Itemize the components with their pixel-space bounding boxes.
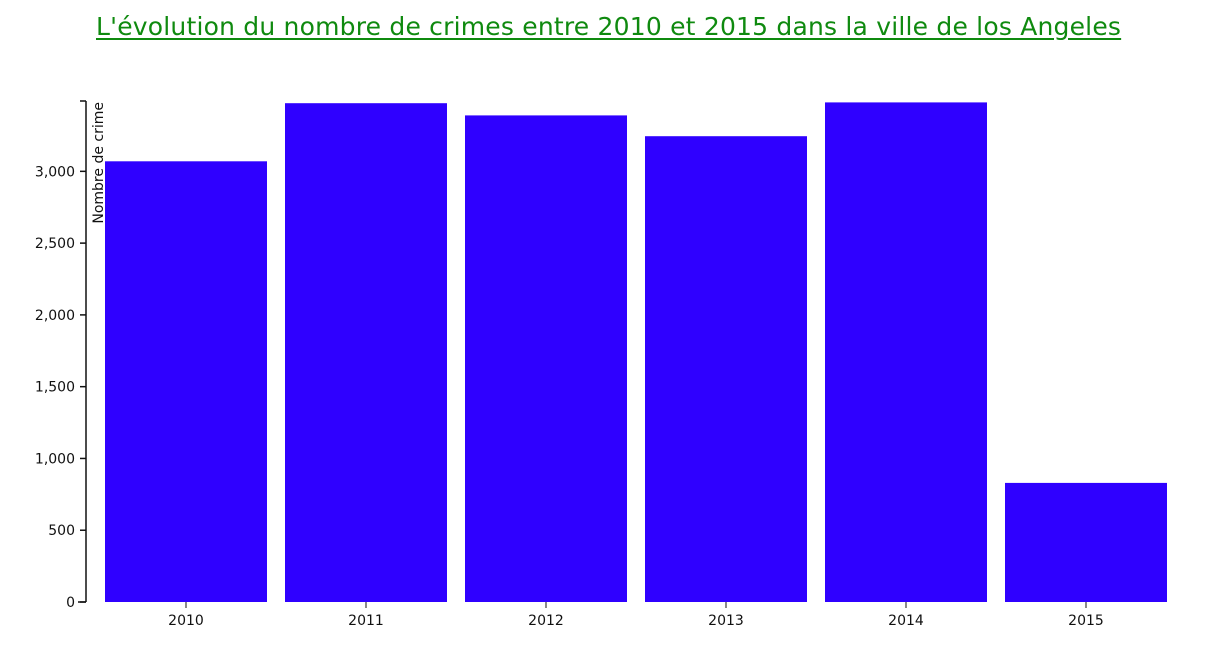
- x-tick-label: 2013: [708, 613, 744, 629]
- y-tick-label: 3,000: [35, 164, 75, 180]
- y-tick-label: 2,000: [35, 308, 75, 324]
- y-axis-title: Nombre de crime: [91, 102, 107, 224]
- chart-title: L'évolution du nombre de crimes entre 20…: [96, 12, 1122, 41]
- x-tick-label: 2010: [168, 613, 204, 629]
- x-tick-label: 2011: [348, 613, 384, 629]
- bar-2012: [465, 115, 627, 603]
- bar-2015: [1005, 482, 1167, 602]
- bars-layer: [105, 102, 1167, 603]
- x-ticks: 2010 2011 2012 2013 2014 2015: [168, 602, 1104, 629]
- bar-2010: [105, 161, 267, 603]
- bar-2011: [285, 103, 447, 602]
- y-tick-label: 1,000: [35, 451, 75, 467]
- y-ticks: 0 500 1,000 1,500 2,000 2,500 3,000: [35, 164, 86, 611]
- x-tick-label: 2012: [528, 613, 564, 629]
- y-tick-label: 2,500: [35, 236, 75, 252]
- y-tick-label: 1,500: [35, 380, 75, 396]
- y-tick-label: 500: [48, 523, 75, 539]
- axes-layer: [78, 100, 87, 603]
- bar-2014: [825, 102, 987, 603]
- x-tick-label: 2014: [888, 613, 924, 629]
- bar-2013: [645, 136, 807, 602]
- x-tick-label: 2015: [1068, 613, 1104, 629]
- y-tick-label: 0: [66, 595, 75, 611]
